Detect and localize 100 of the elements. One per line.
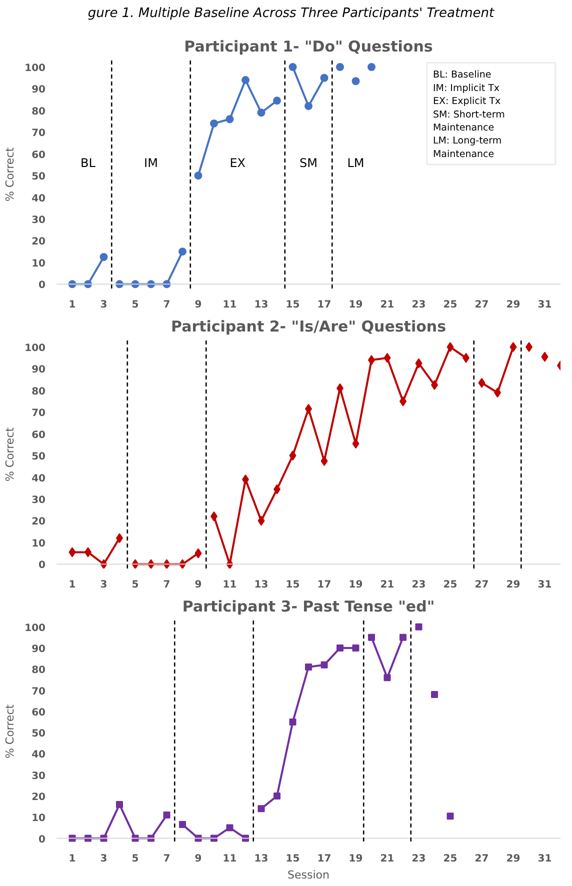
point (510, 342, 517, 352)
x-tick-label: 7 (163, 854, 170, 864)
y-tick-label: 80 (32, 106, 46, 118)
point (320, 456, 328, 466)
y-tick-label: 80 (32, 665, 46, 676)
point (194, 548, 202, 558)
point (226, 824, 234, 832)
x-tick-label: 21 (380, 580, 394, 590)
x-tick-label: 3 (100, 580, 108, 590)
point (258, 805, 265, 812)
annotation: BL (80, 156, 96, 170)
x-tick-label: 29 (506, 854, 520, 864)
x-tick-label: 19 (348, 300, 363, 310)
y-tick-label: 70 (32, 128, 46, 140)
y-tick-label: 30 (32, 770, 46, 782)
point (258, 516, 265, 526)
annotation: BL: Baseline (432, 70, 492, 81)
point (446, 342, 454, 352)
x-tick-label: 3 (100, 300, 108, 310)
y-tick-label: 0 (38, 560, 46, 572)
x-tick-label: 23 (412, 854, 426, 864)
point (368, 634, 375, 641)
annotation: IM: Implicit Tx (432, 82, 500, 94)
point (194, 172, 202, 180)
point (415, 623, 422, 630)
x-tick-label: 13 (254, 300, 268, 310)
y-tick-label: 100 (24, 63, 46, 74)
x-axis-title: Session (288, 868, 330, 882)
y-tick-label: 40 (32, 193, 46, 204)
point (320, 74, 328, 82)
x-tick-label: 1 (68, 300, 76, 310)
annotation: EX: Explicit Tx (432, 96, 502, 108)
point (478, 378, 486, 388)
x-tick-label: 23 (412, 300, 426, 310)
x-tick-label: 9 (194, 300, 202, 310)
point (336, 644, 344, 652)
y-tick-label: 50 (32, 452, 46, 463)
point (242, 76, 250, 84)
y-tick-label: 20 (32, 236, 46, 248)
point (210, 119, 218, 128)
point (100, 253, 108, 262)
annotation: LM: Long-term Maintenance (432, 136, 502, 160)
point (400, 634, 406, 641)
x-tick-label: 11 (222, 580, 237, 590)
y-tick-label: 10 (32, 813, 46, 824)
x-tick-label: 5 (132, 580, 139, 590)
x-tick-label: 25 (443, 300, 458, 310)
x-tick-label: 15 (286, 854, 300, 864)
y-tick-label: 0 (38, 280, 46, 292)
x-tick-label: 7 (163, 580, 170, 590)
x-tick-label: 27 (474, 300, 489, 310)
point (384, 352, 391, 363)
y-tick-label: 100 (24, 622, 46, 634)
point (289, 450, 296, 461)
y-tick-label: 60 (32, 707, 46, 718)
y-axis-title: % Correct (4, 146, 17, 202)
x-tick-label: 17 (317, 300, 332, 310)
x-tick-label: 5 (132, 300, 139, 310)
y-tick-label: 0 (38, 834, 46, 846)
point (431, 691, 438, 698)
point (305, 664, 312, 671)
y-tick-label: 40 (32, 473, 46, 484)
chart-title: Participant 2- "Is/Are" Questions (170, 318, 446, 336)
y-tick-label: 30 (32, 495, 46, 506)
y-tick-label: 70 (32, 686, 46, 698)
point (68, 547, 76, 558)
x-tick-label: 25 (443, 854, 458, 864)
point (257, 108, 266, 117)
x-tick-label: 17 (317, 580, 332, 590)
x-tick-label: 17 (317, 854, 332, 864)
y-tick-label: 60 (32, 430, 46, 441)
y-tick-label: 80 (32, 386, 46, 398)
y-tick-label: 70 (32, 408, 46, 420)
annotation: IM (144, 156, 158, 170)
text: gure 1. Multiple Baseline Across Three Participants' Treatment (88, 5, 494, 23)
x-tick-label: 29 (506, 300, 520, 310)
point (541, 352, 548, 362)
x-tick-label: 19 (348, 580, 363, 590)
y-tick-label: 40 (32, 750, 46, 761)
point (179, 821, 186, 828)
point (320, 661, 328, 668)
x-tick-label: 11 (222, 854, 237, 864)
y-tick-label: 90 (32, 84, 46, 96)
y-tick-label: 30 (32, 215, 46, 226)
y-tick-label: 10 (32, 258, 46, 270)
x-tick-label: 9 (194, 580, 202, 590)
y-axis-title: % Correct (4, 704, 17, 759)
y-tick-label: 20 (32, 516, 46, 528)
x-tick-label: 27 (474, 854, 489, 864)
point (288, 63, 297, 72)
x-tick-label: 23 (412, 580, 426, 590)
point (116, 800, 123, 808)
y-tick-label: 60 (32, 150, 46, 161)
chart-title: Participant 1- "Do" Questions (184, 38, 433, 56)
point (352, 438, 360, 449)
x-tick-label: 31 (538, 580, 552, 590)
point (352, 77, 360, 86)
point (384, 674, 391, 682)
y-tick-label: 50 (32, 172, 46, 183)
x-tick-label: 21 (380, 854, 394, 864)
